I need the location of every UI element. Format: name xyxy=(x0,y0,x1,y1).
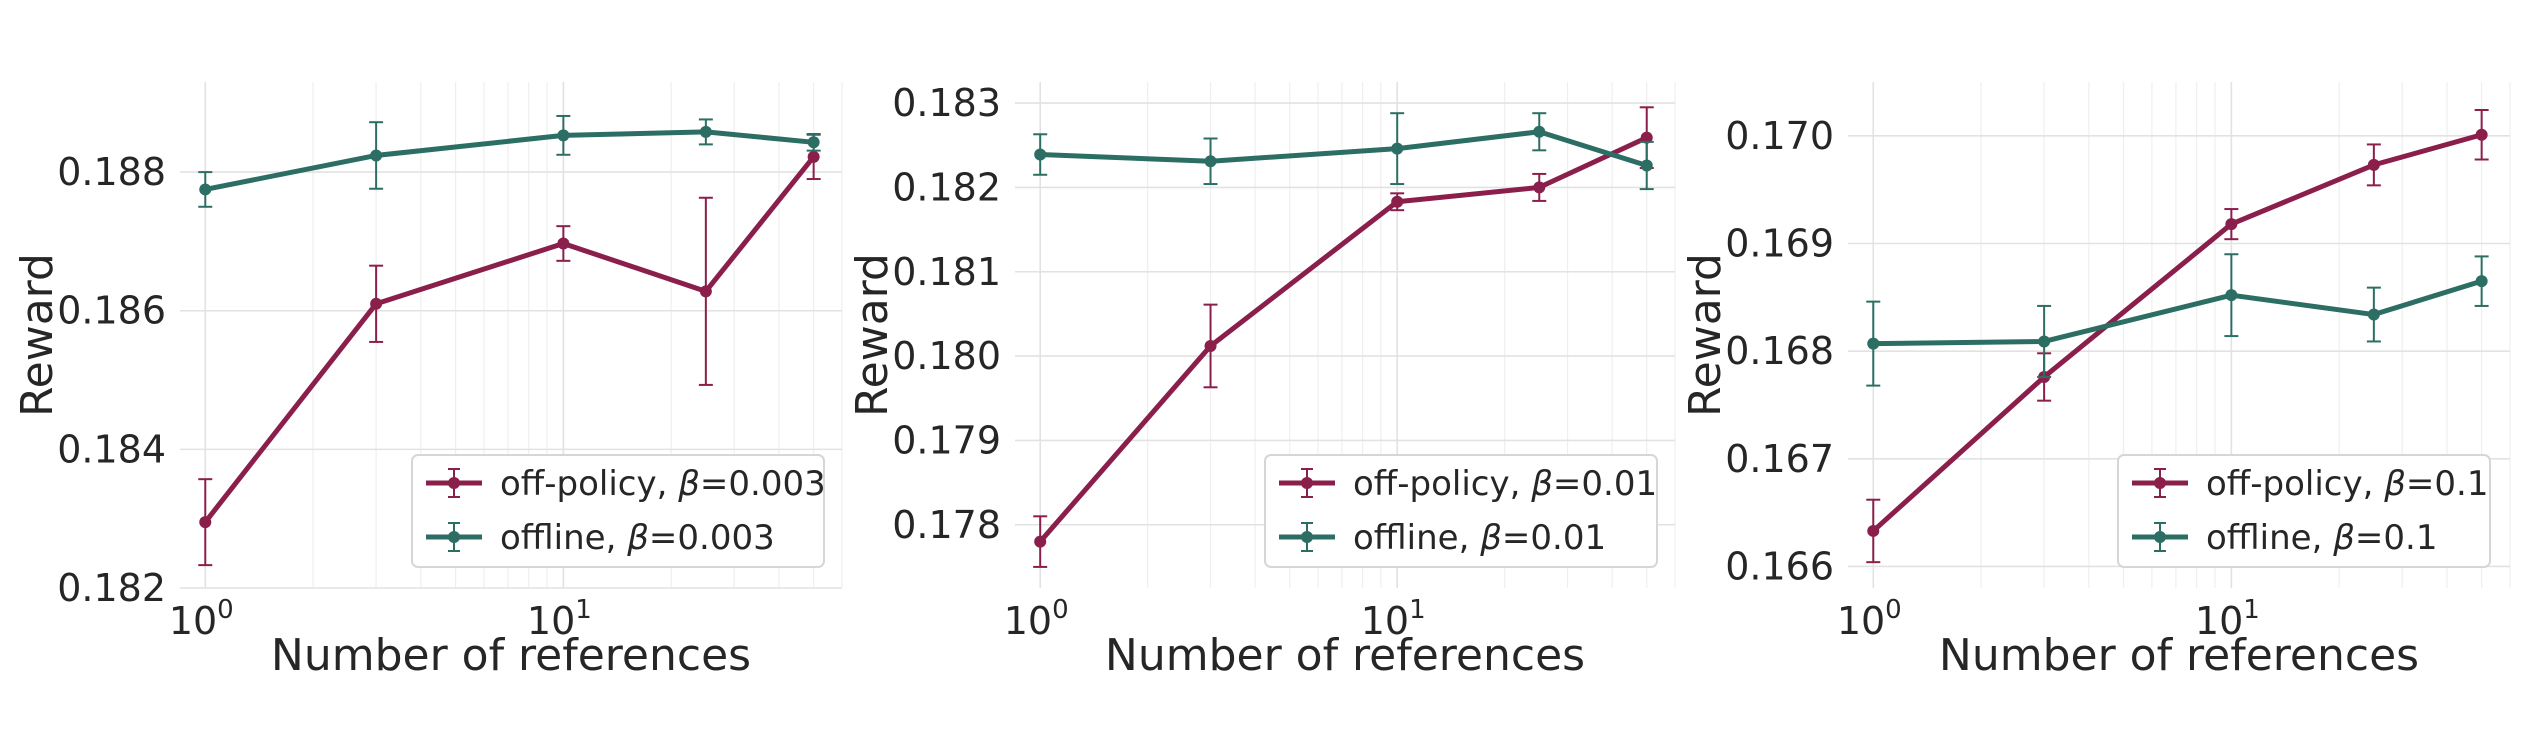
y-tick-label: 0.180 xyxy=(892,334,1001,378)
data-point xyxy=(1391,142,1404,155)
data-point xyxy=(2475,275,2488,288)
data-point xyxy=(699,125,712,138)
data-point xyxy=(807,136,820,149)
x-tick-label: 100 xyxy=(1004,595,1069,643)
y-tick-label: 0.169 xyxy=(1725,221,1834,265)
legend-item-offline: offline, β=0.003 xyxy=(426,518,775,558)
y-axis-label: Reward xyxy=(1680,253,1731,417)
legend-label: off-policy, β=0.1 xyxy=(2206,464,2488,504)
legend-frame xyxy=(411,454,825,568)
legend-label: offline, β=0.003 xyxy=(500,518,775,558)
series-line xyxy=(1040,129,1648,168)
data-point xyxy=(1034,535,1047,548)
data-point xyxy=(370,297,383,310)
y-tick-label: 0.186 xyxy=(57,289,166,333)
y-tick-label: 0.182 xyxy=(892,165,1001,209)
data-point xyxy=(1533,181,1546,194)
y-tick-label: 0.179 xyxy=(892,418,1001,462)
legend-marker xyxy=(1301,531,1313,543)
legend: off-policy, β=0.1 offline, β=0.1 xyxy=(2117,454,2491,568)
data-point xyxy=(2367,158,2380,171)
data-point xyxy=(2225,218,2238,231)
legend-item-offline: offline, β=0.01 xyxy=(1279,518,1606,558)
x-tick-label: 100 xyxy=(169,595,234,643)
legend: off-policy, β=0.01 offline, β=0.01 xyxy=(1264,454,1658,568)
x-tick-label: 100 xyxy=(1837,595,1902,643)
y-axis-label: Reward xyxy=(12,253,63,417)
data-point xyxy=(199,183,212,196)
data-point xyxy=(1204,339,1217,352)
series-offline xyxy=(1866,253,2489,387)
legend-marker xyxy=(448,477,460,489)
data-point xyxy=(1204,155,1217,168)
y-tick-label: 0.184 xyxy=(57,427,166,471)
data-point xyxy=(1391,195,1404,208)
data-point xyxy=(1533,125,1546,138)
y-tick-label: 0.183 xyxy=(892,81,1001,125)
legend-label: offline, β=0.01 xyxy=(1353,518,1606,558)
y-tick-label: 0.168 xyxy=(1725,329,1834,373)
data-point xyxy=(1034,148,1047,161)
x-axis-label: Number of references xyxy=(271,630,751,681)
data-point xyxy=(557,129,570,142)
y-tick-label: 0.182 xyxy=(57,566,166,610)
chart-panel-2: 0.178 0.179 0.180 0.181 0.182 0.183 100 101Numb… xyxy=(847,81,1676,681)
legend-frame xyxy=(2117,454,2491,568)
data-point xyxy=(557,237,570,250)
data-point xyxy=(2475,128,2488,141)
series-offline xyxy=(1033,112,1654,191)
legend-item-off-policy: off-policy, β=0.1 xyxy=(2132,464,2488,504)
data-point xyxy=(699,285,712,298)
x-axis-label: Number of references xyxy=(1105,630,1585,681)
data-point xyxy=(1867,524,1880,537)
data-point xyxy=(2038,335,2051,348)
data-point xyxy=(807,150,820,163)
legend-label: off-policy, β=0.01 xyxy=(1353,464,1657,504)
legend-label: offline, β=0.1 xyxy=(2206,518,2437,558)
legend-marker xyxy=(2154,477,2166,489)
x-tick-label: 101 xyxy=(2195,595,2260,643)
legend-item-off-policy: off-policy, β=0.003 xyxy=(426,464,826,504)
x-tick-label: 101 xyxy=(1361,595,1426,643)
y-tick-label: 0.188 xyxy=(57,150,166,194)
series-offline xyxy=(198,114,821,208)
data-point xyxy=(199,516,212,529)
y-tick-label: 0.166 xyxy=(1725,544,1834,588)
y-tick-label: 0.170 xyxy=(1725,114,1834,158)
legend-marker xyxy=(448,531,460,543)
data-point xyxy=(1640,131,1653,144)
data-point xyxy=(2367,308,2380,321)
x-axis-label: Number of references xyxy=(1939,630,2419,681)
data-point xyxy=(1867,337,1880,350)
data-point xyxy=(1640,159,1653,172)
y-axis-label: Reward xyxy=(847,253,898,417)
data-point xyxy=(370,149,383,162)
legend-marker xyxy=(1301,477,1313,489)
series-off-policy xyxy=(198,133,821,567)
legend-marker xyxy=(2154,531,2166,543)
legend-item-offline: offline, β=0.1 xyxy=(2132,518,2437,558)
series-off-policy xyxy=(1033,106,1654,568)
x-tick-label: 101 xyxy=(527,595,592,643)
series-line xyxy=(1873,278,2483,347)
y-tick-label: 0.181 xyxy=(892,250,1001,294)
legend-frame xyxy=(1264,454,1658,568)
y-tick-label: 0.178 xyxy=(892,503,1001,547)
series-line xyxy=(204,129,814,192)
legend: off-policy, β=0.003 offline, β=0.003 xyxy=(411,454,826,568)
legend-label: off-policy, β=0.003 xyxy=(500,464,826,504)
legend-item-off-policy: off-policy, β=0.01 xyxy=(1279,464,1657,504)
data-point xyxy=(2225,289,2238,302)
y-tick-label: 0.167 xyxy=(1725,437,1834,481)
